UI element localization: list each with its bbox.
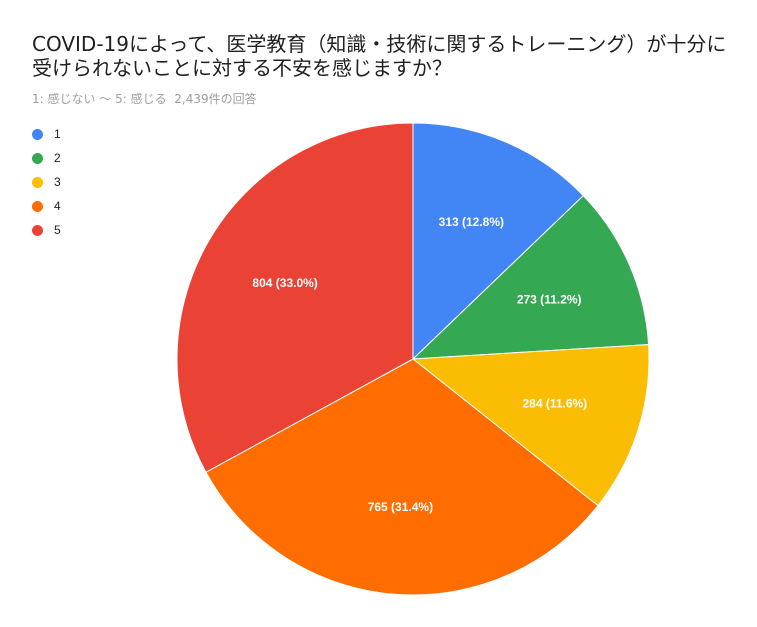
response-count: 2,439件の回答 xyxy=(174,92,257,106)
legend-swatch-3 xyxy=(32,176,43,188)
legend-label-3: 3 xyxy=(54,175,61,189)
legend-swatch-4 xyxy=(32,200,43,212)
legend-label-1: 1 xyxy=(54,127,61,141)
pie-slice-4[interactable] xyxy=(205,358,599,596)
slice-label-4: 765 (31.4%) xyxy=(368,500,433,514)
chart-legend: 1 2 3 4 5 xyxy=(32,122,61,242)
legend-label-5: 5 xyxy=(54,223,61,237)
legend-swatch-5 xyxy=(32,224,43,236)
pie-slice-5[interactable] xyxy=(176,122,414,473)
pie-slice-2[interactable] xyxy=(411,194,650,360)
chart-title: COVID-19によって、医学教育（知識・技術に関するトレーニング）が十分に受け… xyxy=(32,32,727,80)
pie-slice-3[interactable] xyxy=(411,344,650,507)
legend-item-5[interactable]: 5 xyxy=(32,218,61,242)
legend-label-4: 4 xyxy=(54,199,61,213)
legend-item-3[interactable]: 3 xyxy=(32,170,61,194)
legend-item-2[interactable]: 2 xyxy=(32,146,61,170)
legend-item-4[interactable]: 4 xyxy=(32,194,61,218)
legend-label-2: 2 xyxy=(54,151,61,165)
slice-label-3: 284 (11.6%) xyxy=(522,397,587,411)
chart-subtitle: 1: 感じない 〜 5: 感じる 2,439件の回答 xyxy=(32,90,257,107)
scale-description: 1: 感じない 〜 5: 感じる xyxy=(32,92,167,106)
slice-label-2: 273 (11.2%) xyxy=(517,292,582,306)
pie-slice-1[interactable] xyxy=(412,122,585,361)
slice-label-1: 313 (12.8%) xyxy=(439,215,504,229)
legend-item-1[interactable]: 1 xyxy=(32,122,61,146)
legend-swatch-1 xyxy=(32,128,43,140)
slice-label-5: 804 (33.0%) xyxy=(252,276,317,290)
legend-swatch-2 xyxy=(32,152,43,164)
